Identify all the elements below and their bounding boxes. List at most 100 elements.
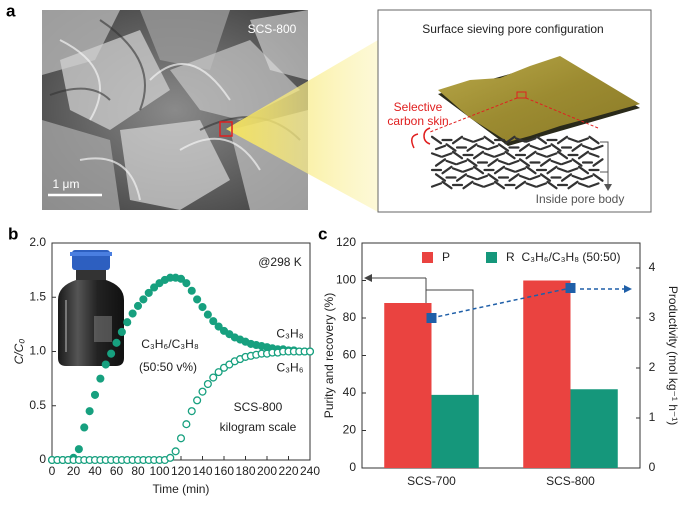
legend-label: P [442, 250, 450, 264]
data-point [305, 347, 315, 356]
body-bracket [600, 141, 609, 173]
pore-wall [504, 150, 516, 160]
pore-wall [556, 135, 569, 145]
pore-wall [514, 167, 527, 173]
y-axis-label: C/C₀ [12, 339, 26, 365]
x-axis-label: Time (min) [153, 482, 210, 496]
pore-wall [539, 158, 552, 167]
skin-box [516, 91, 527, 99]
pore-wall [483, 152, 495, 158]
y-tick-label: 0.5 [29, 398, 46, 412]
pore-wall [472, 182, 485, 188]
annotation: C₃H₆/C₃H₈ (50:50) [522, 250, 621, 264]
pore-wall [487, 158, 499, 167]
pore-wall [504, 167, 516, 173]
data-point [187, 407, 196, 416]
pore-wall [466, 158, 478, 167]
x-tick-label: 240 [300, 464, 320, 478]
pore-wall [455, 159, 468, 166]
y-tick-label: 1.5 [29, 289, 46, 303]
annotation: C₃H₆/C₃H₈ [141, 337, 199, 351]
bottle-photo [58, 250, 124, 366]
data-point [176, 274, 186, 283]
pore-wall [472, 165, 485, 175]
pore-wall [571, 158, 583, 167]
pore-wall [518, 143, 531, 152]
pore-wall [588, 135, 600, 145]
body-arrowhead [604, 184, 612, 191]
y2-tick-label: 1 [649, 410, 656, 424]
x-tick-label: 0 [49, 464, 56, 478]
pore-wall [483, 182, 495, 188]
pore-wall [462, 180, 474, 190]
pore-wall [493, 180, 506, 190]
pore-wall [535, 182, 548, 188]
pore-wall [441, 180, 453, 190]
data-point [209, 317, 218, 326]
data-point [214, 322, 223, 331]
pore-wall [476, 174, 489, 181]
pore-wall [508, 159, 520, 166]
x-tick-label: 220 [278, 464, 298, 478]
y-axis-label: Purity and recovery (%) [322, 293, 336, 418]
data-point [85, 407, 94, 416]
pore-wall [451, 135, 464, 145]
x-tick-label: SCS-800 [546, 474, 595, 488]
data-point [203, 379, 212, 389]
pore-wall [434, 144, 447, 151]
pore-wall [514, 137, 527, 143]
annotation: @298 K [258, 255, 302, 269]
pore-wall [560, 173, 573, 182]
pore-wall [571, 174, 583, 181]
pore-wall [535, 135, 548, 145]
data-point [426, 313, 437, 323]
pore-wall [592, 144, 604, 151]
pore-wall [451, 150, 464, 160]
pore-wall [466, 143, 478, 152]
pore-wall [571, 143, 583, 152]
axis-arrowhead [624, 285, 632, 293]
pore-wall [483, 135, 495, 145]
y-tick-label: 0 [349, 460, 356, 474]
x-tick-label: 60 [110, 464, 124, 478]
data-point [90, 390, 100, 399]
x-tick-label: 40 [88, 464, 102, 478]
x-tick-label: 200 [257, 464, 277, 478]
bar [523, 280, 571, 468]
data-point [123, 318, 132, 327]
data-point [209, 373, 218, 382]
y-tick-label: 100 [336, 273, 356, 287]
data-point [139, 295, 148, 304]
pore-wall [529, 174, 541, 181]
panel-label: c [318, 224, 327, 243]
pore-wall [529, 144, 541, 151]
data-point [133, 301, 143, 310]
pore-wall [567, 167, 579, 173]
y2-tick-label: 0 [649, 460, 656, 474]
pore-wall [556, 150, 569, 160]
pore-wall [525, 165, 537, 175]
y-tick-label: 2.0 [29, 235, 46, 249]
pore-wall [539, 144, 552, 151]
pore-wall [441, 152, 453, 158]
pore-wall [451, 167, 464, 173]
x-tick-label: SCS-700 [407, 474, 456, 488]
pore-wall [462, 137, 474, 143]
series-line [431, 287, 571, 319]
x-tick-label: 180 [235, 464, 255, 478]
pore-wall [550, 159, 562, 166]
y-tick-label: 60 [343, 348, 357, 362]
pore-wall [588, 182, 600, 188]
pore-wall [567, 180, 579, 190]
axis-arrowhead [364, 274, 372, 282]
pore-wall [577, 165, 590, 175]
pore-wall [445, 159, 457, 166]
pore-wall [518, 158, 531, 167]
pore-wall [487, 173, 499, 182]
body-label: Inside pore body [536, 192, 625, 206]
data-point [187, 286, 196, 295]
y-tick-label: 20 [343, 423, 357, 437]
pore-wall [518, 174, 531, 181]
